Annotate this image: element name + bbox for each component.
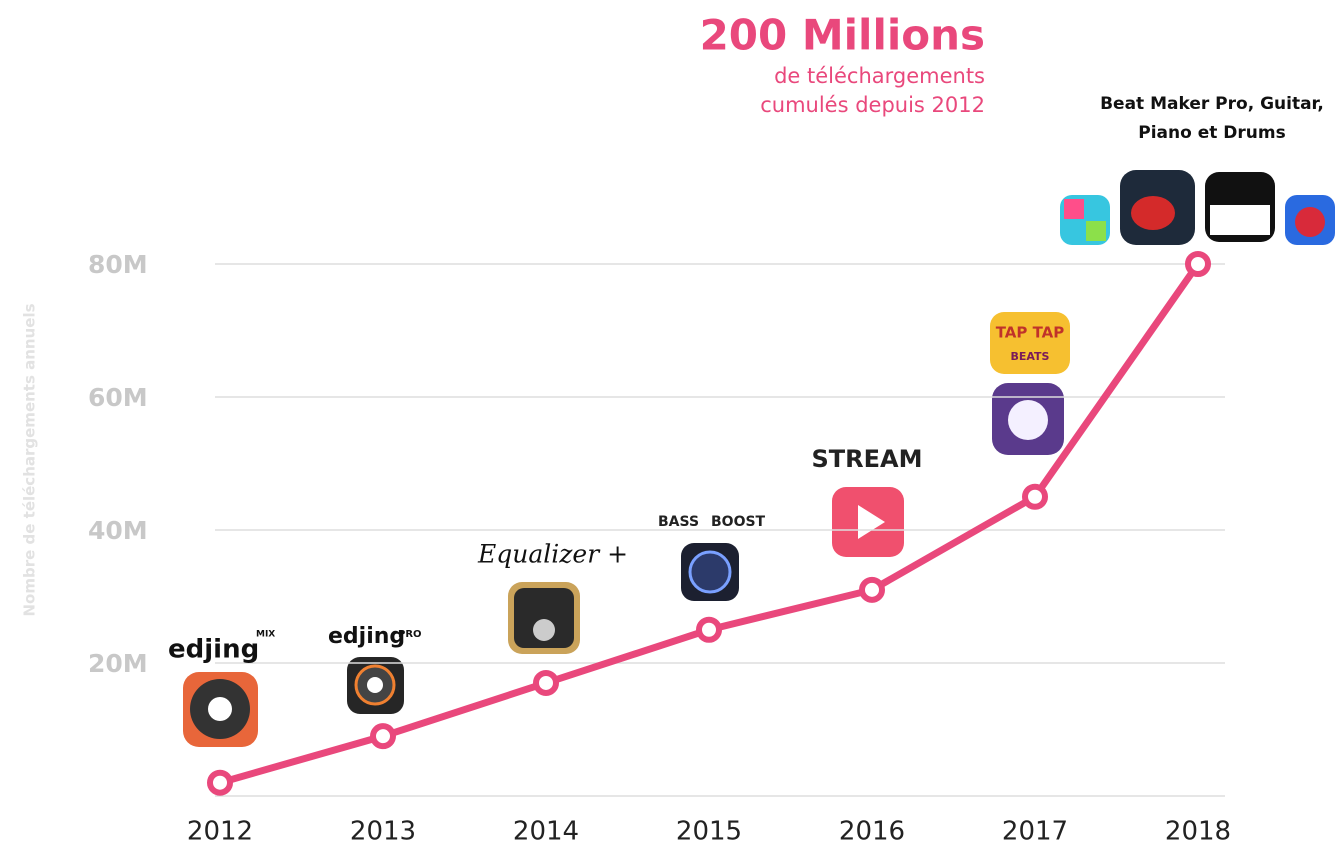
x-tick-label: 2015 bbox=[676, 817, 742, 847]
subtitle: de téléchargements bbox=[774, 64, 985, 88]
data-point bbox=[1185, 251, 1211, 277]
annotation: edjing bbox=[168, 635, 259, 665]
annotation: PRO bbox=[398, 629, 422, 640]
annotation: edjing bbox=[328, 624, 405, 649]
data-point bbox=[207, 769, 233, 796]
x-tick-label: 2012 bbox=[187, 817, 253, 847]
data-point bbox=[533, 669, 559, 696]
y-tick-label: 20M bbox=[88, 649, 148, 678]
annotation: BOOST bbox=[711, 514, 766, 530]
annotation: BEATS bbox=[1011, 350, 1050, 363]
x-tick-label: 2017 bbox=[1002, 817, 1068, 847]
annotation: STREAM bbox=[812, 445, 923, 473]
annotation: Piano et Drums bbox=[1138, 123, 1285, 143]
y-tick-label: 60M bbox=[88, 383, 148, 412]
data-point bbox=[1022, 483, 1048, 510]
subtitle: cumulés depuis 2012 bbox=[760, 93, 985, 117]
annotation: Beat Maker Pro, Guitar, bbox=[1100, 94, 1324, 114]
y-tick-label: 40M bbox=[88, 516, 148, 545]
x-tick-label: 2018 bbox=[1165, 817, 1231, 847]
headline: 200 Millions bbox=[700, 11, 985, 60]
data-point bbox=[370, 723, 396, 750]
data-point bbox=[696, 616, 722, 643]
y-axis-label: Nombre de téléchargements annuels bbox=[21, 303, 39, 616]
x-tick-label: 2016 bbox=[839, 817, 905, 847]
x-tick-label: 2014 bbox=[513, 817, 579, 847]
annotation: MIX bbox=[256, 630, 275, 640]
annotation: Equalizer + bbox=[477, 540, 628, 569]
x-tick-label: 2013 bbox=[350, 817, 416, 847]
annotation: BASS bbox=[658, 514, 699, 530]
app-icons bbox=[183, 170, 1335, 747]
annotation: TAP TAP bbox=[996, 324, 1065, 342]
y-tick-label: 80M bbox=[88, 250, 148, 279]
data-point bbox=[859, 576, 885, 603]
